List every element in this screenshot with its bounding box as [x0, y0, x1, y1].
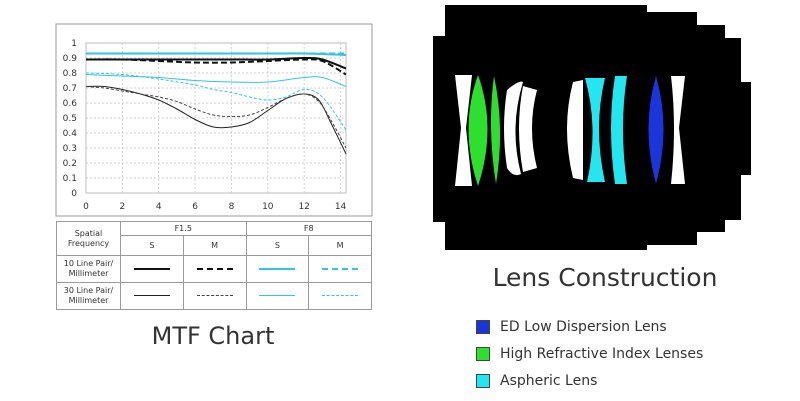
y-tick-label: 0.7	[63, 84, 77, 94]
y-tick-label: 0.6	[63, 99, 78, 109]
f15-s-header: S	[120, 235, 184, 256]
x-tick-label: 10	[262, 202, 274, 212]
legend-swatch	[133, 267, 170, 270]
series-line	[85, 72, 347, 131]
x-tick-label: 0	[83, 202, 89, 212]
y-tick-label: 1	[71, 39, 77, 49]
mtf-chart: 0 0.1 0.2 0.3 0.4 0.5 0.6 0.7 0.8 0.9 1 0 2 4 6 8 10 12 1…	[55, 23, 373, 217]
legend-swatch	[133, 295, 170, 296]
y-tick-labels: 0 0.1 0.2 0.3 0.4 0.5 0.6 0.7 0.8 0.9 1	[63, 39, 78, 199]
lens-legend-item: Aspheric Lens	[476, 367, 703, 394]
legend-swatch	[322, 267, 359, 270]
lens-element	[504, 81, 523, 176]
lens-element	[671, 76, 685, 184]
x-tick-label: 14	[335, 202, 347, 212]
x-tick-label: 12	[298, 202, 309, 212]
f15-m-header: M	[182, 235, 247, 256]
x-tick-label: 2	[119, 202, 125, 212]
lens-element	[490, 76, 501, 184]
x-tick-label: 6	[192, 202, 198, 212]
y-tick-label: 0.5	[63, 114, 77, 124]
y-tick-label: 0.1	[63, 174, 77, 184]
lens-barrel	[433, 5, 751, 250]
mtf-legend-table: Spatial Frequency F1.5 F8 S M S M 10 Lin…	[56, 221, 372, 310]
legend-swatch	[259, 267, 296, 270]
lens-diagram	[415, 0, 760, 255]
spatial-frequency-header: Spatial Frequency	[56, 221, 121, 256]
lens-element	[455, 75, 472, 186]
grid	[86, 43, 346, 193]
f8-s-header: S	[245, 235, 310, 256]
series-line	[85, 58, 347, 76]
y-tick-label: 0.3	[63, 144, 77, 154]
y-tick-label: 0.2	[63, 159, 77, 169]
lens-legend: ED Low Dispersion Lens High Refractive I…	[476, 313, 703, 394]
series-line	[85, 86, 347, 149]
f8-m-header: M	[308, 235, 372, 256]
f8-header: F8	[245, 221, 372, 236]
legend-color-box	[476, 346, 490, 361]
row-30-label: 30 Line Pair/ Millimeter	[56, 282, 121, 310]
row-10-label: 10 Line Pair/ Millimeter	[56, 255, 121, 283]
lens-element	[611, 76, 627, 184]
legend-label: ED Low Dispersion Lens	[500, 318, 667, 335]
lens-legend-item: High Refractive Index Lenses	[476, 340, 703, 367]
f15-header: F1.5	[120, 221, 247, 236]
lens-element	[519, 86, 537, 172]
legend-label: Aspheric Lens	[500, 372, 598, 389]
legend-swatch	[196, 295, 233, 296]
legend-swatch	[196, 267, 233, 270]
lens-legend-item: ED Low Dispersion Lens	[476, 313, 703, 340]
legend-color-box	[476, 373, 490, 388]
y-tick-label: 0.8	[63, 69, 78, 79]
series-line	[85, 85, 347, 155]
series-group	[85, 52, 347, 155]
legend-swatch	[322, 295, 359, 296]
lens-element	[585, 78, 605, 182]
x-tick-label: 8	[229, 202, 235, 212]
lens-element	[567, 80, 583, 180]
mtf-chart-title: MTF Chart	[151, 322, 275, 350]
lens-cross-section	[433, 5, 751, 250]
chart-frame	[55, 23, 373, 217]
legend-swatch	[259, 295, 296, 296]
x-tick-labels: 0 2 4 6 8 10 12 14	[83, 202, 346, 212]
lens-element	[648, 76, 664, 184]
legend-label: High Refractive Index Lenses	[500, 345, 704, 362]
lens-element	[468, 75, 488, 186]
y-tick-label: 0	[71, 189, 77, 199]
y-tick-label: 0.9	[63, 54, 78, 64]
y-tick-label: 0.4	[63, 129, 78, 139]
series-line	[85, 74, 347, 87]
lens-construction-title: Lens Construction	[492, 263, 718, 292]
legend-color-box	[476, 319, 490, 334]
x-tick-label: 4	[156, 202, 162, 212]
